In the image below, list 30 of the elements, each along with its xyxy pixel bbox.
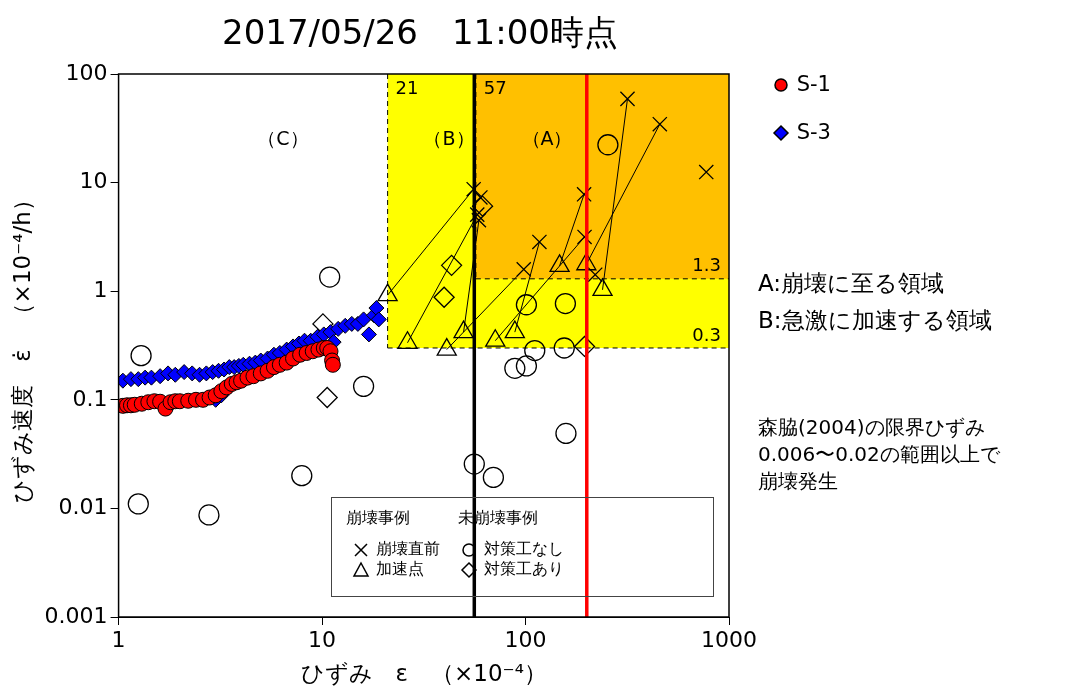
legend-label: 対策工なし: [484, 539, 564, 558]
x-tick-label: 1: [111, 626, 126, 652]
x-tick-label: 1000: [701, 626, 758, 652]
band-label: 21: [395, 76, 419, 98]
legend-label: 崩壊直前: [376, 539, 440, 558]
ref-line-label: 0.3: [692, 323, 722, 345]
y-tick-label: 0.001: [44, 602, 108, 628]
x-axis-title: ひずみ ε （×10⁻⁴）: [300, 660, 547, 687]
x-tick-label: 10: [308, 626, 337, 652]
annotation: （A）: [520, 126, 574, 151]
text: A:崩壊に至る領域: [758, 269, 946, 298]
text: 森脇(2004)の限界ひずみ0.006〜0.02の範囲以上で崩壊発生: [758, 414, 1001, 496]
legend-label: S-3: [796, 120, 831, 144]
y-tick-label: 1: [93, 276, 108, 302]
y-axis-title: ひずみ速度 ε̇ （×10⁻⁴/h）: [8, 188, 35, 503]
text: B:急激に加速する領域: [758, 306, 993, 336]
y-tick-label: 0.1: [72, 385, 108, 411]
annotation: （B）: [422, 126, 476, 151]
ref-line-label: 1.3: [692, 254, 722, 276]
legend-title: 崩壊事例 未崩壊事例: [346, 508, 539, 529]
annotation: （C）: [256, 126, 310, 151]
chart-title: 2017/05/26 11:00時点: [221, 11, 619, 54]
y-tick-label: 10: [79, 168, 108, 194]
band-label: 57: [483, 76, 507, 98]
y-tick-label: 0.01: [58, 494, 108, 520]
x-tick-label: 100: [504, 626, 547, 652]
legend-label: 対策工あり: [484, 559, 564, 578]
legend-label: 加速点: [376, 559, 424, 578]
y-tick-label: 100: [65, 59, 108, 85]
legend-label: S-1: [796, 72, 831, 96]
